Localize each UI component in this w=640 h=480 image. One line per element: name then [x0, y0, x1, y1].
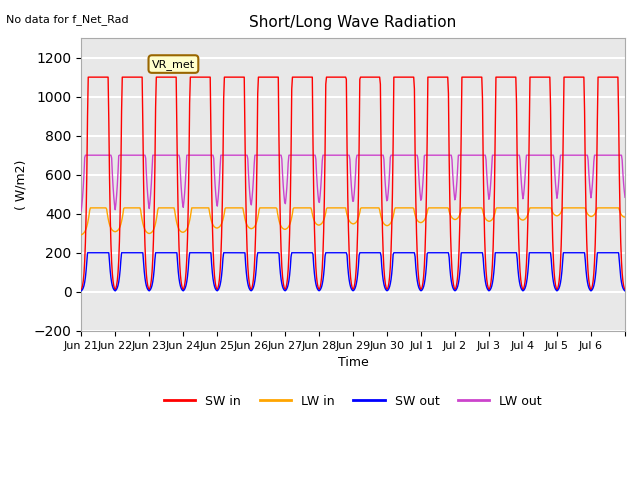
X-axis label: Time: Time	[338, 356, 369, 369]
Text: No data for f_Net_Rad: No data for f_Net_Rad	[6, 14, 129, 25]
Text: VR_met: VR_met	[152, 59, 195, 70]
Title: Short/Long Wave Radiation: Short/Long Wave Radiation	[250, 15, 457, 30]
Legend: SW in, LW in, SW out, LW out: SW in, LW in, SW out, LW out	[159, 390, 547, 413]
Y-axis label: ( W/m2): ( W/m2)	[15, 159, 28, 210]
